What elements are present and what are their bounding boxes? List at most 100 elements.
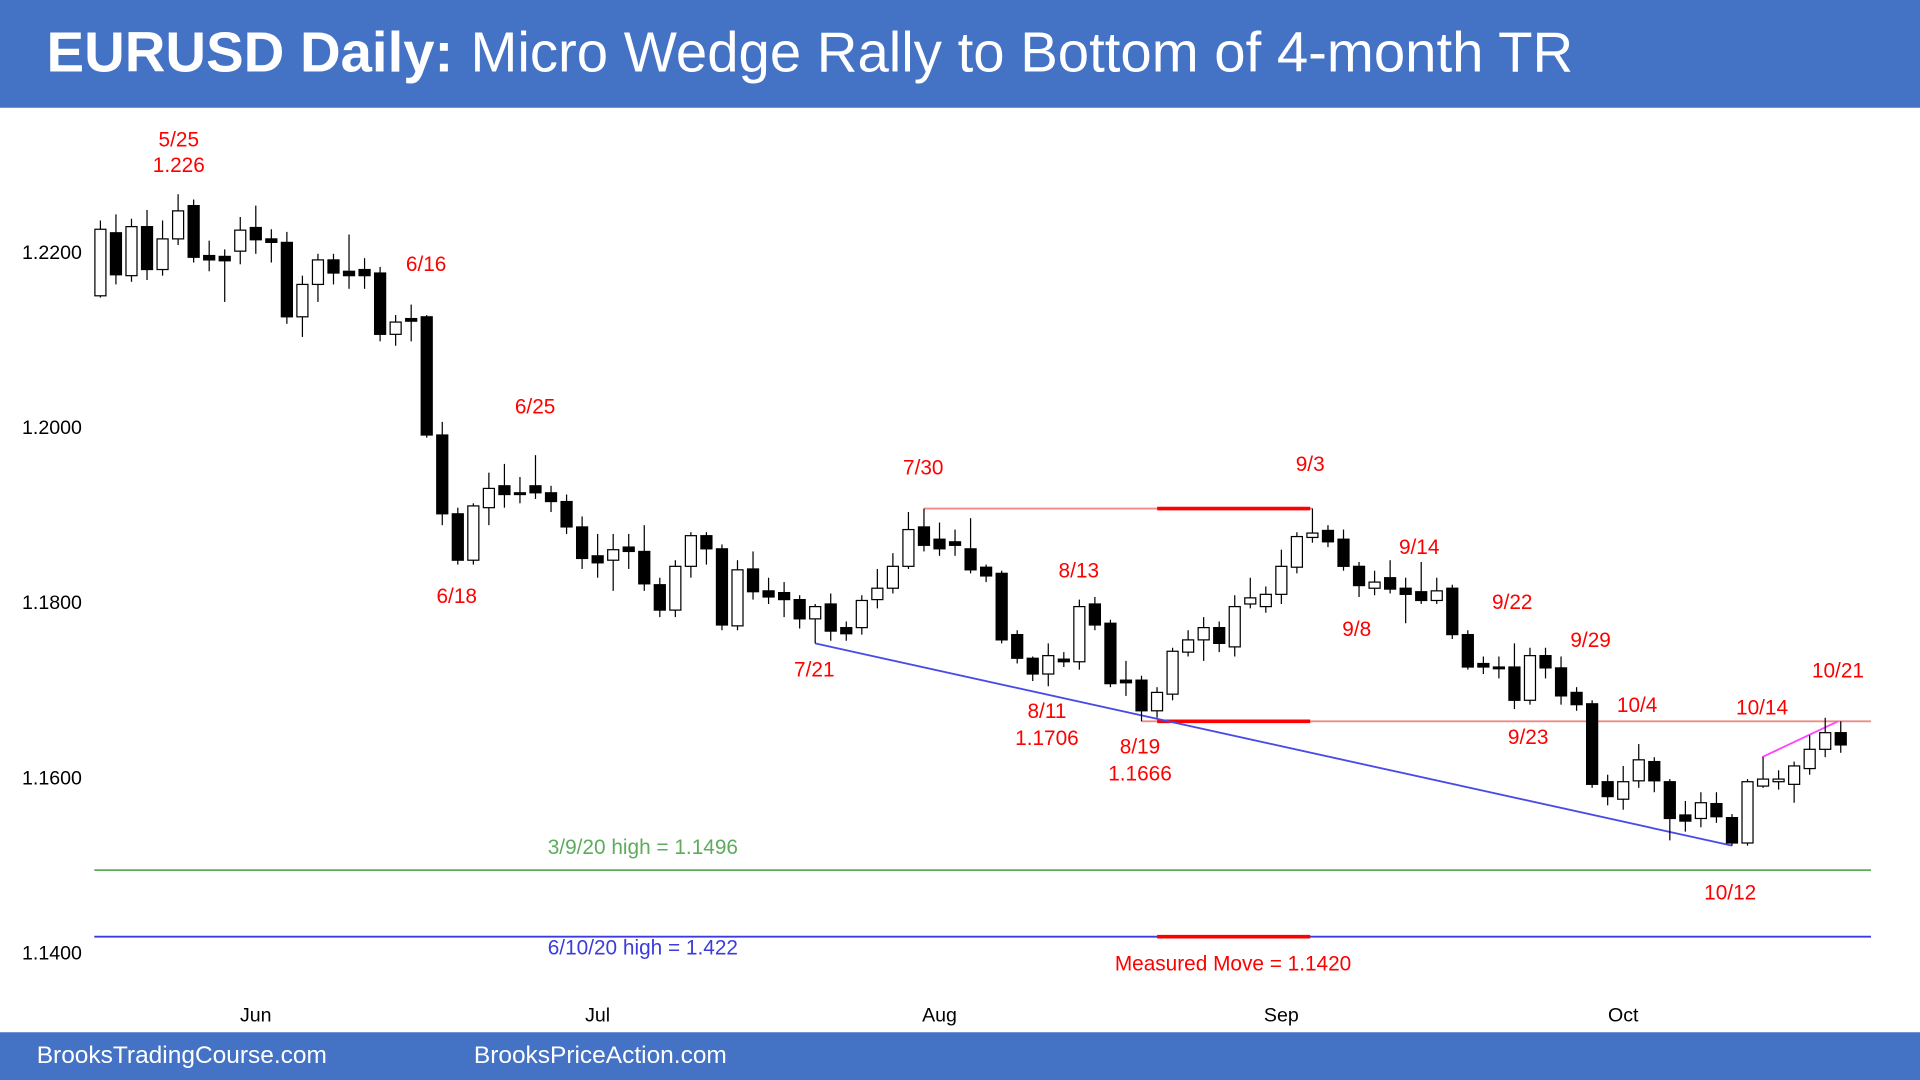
candle-body: [591, 555, 604, 564]
annotation: 1.1666: [1108, 763, 1172, 786]
candle-body: [948, 541, 962, 546]
candle-body: [1586, 703, 1599, 785]
candle-body: [607, 549, 620, 561]
header-band: [0, 0, 1920, 108]
candle-body: [373, 272, 387, 335]
candle-body: [482, 487, 495, 509]
candle-body: [1508, 666, 1521, 701]
reference-label: 3/9/20 high = 1.1496: [548, 836, 738, 859]
candle-body: [467, 505, 480, 561]
candle-body: [156, 238, 169, 271]
candle-body: [1461, 634, 1474, 668]
candle-body: [964, 548, 977, 571]
candle-body: [389, 321, 402, 335]
annotation: 8/13: [1059, 559, 1099, 582]
annotation: 1.1706: [1015, 727, 1079, 750]
title-text: Micro Wedge Rally to Bottom of 4-month T…: [470, 20, 1573, 83]
annotation: 9/14: [1399, 536, 1439, 559]
candle-body: [218, 255, 231, 262]
candle-body: [1026, 657, 1039, 675]
annotation: 9/8: [1342, 618, 1371, 641]
candle-body: [902, 528, 915, 567]
candle-body: [420, 316, 433, 436]
y-tick-label: 1.1400: [22, 942, 82, 964]
reference-label: 6/10/20 high = 1.422: [548, 936, 738, 959]
candle-body: [1803, 748, 1816, 770]
annotation: 1.226: [153, 154, 205, 177]
candle-body: [1648, 760, 1661, 782]
candle-body: [187, 205, 200, 258]
trendline: [814, 642, 1733, 847]
candle-body: [342, 270, 356, 277]
candle-body: [1088, 603, 1102, 626]
annotation: 10/14: [1736, 696, 1788, 719]
y-tick-label: 1.2200: [22, 242, 82, 264]
candle-body: [824, 603, 837, 632]
candle-body: [777, 591, 791, 601]
candle-body: [327, 259, 340, 274]
candle-body: [311, 259, 325, 286]
candle-body: [1570, 691, 1583, 706]
candle-body: [1756, 778, 1770, 787]
annotation: 7/30: [903, 456, 943, 479]
candle-body: [1617, 781, 1630, 800]
candle-body: [1492, 666, 1506, 670]
candle-body: [1725, 816, 1739, 844]
candle-body: [1166, 650, 1179, 695]
candle-body: [995, 572, 1008, 641]
candle-body: [793, 598, 806, 620]
candle-body: [1632, 759, 1645, 782]
x-tick-label: Sep: [1264, 1004, 1299, 1026]
annotation: 10/21: [1812, 660, 1864, 683]
annotation: 10/4: [1617, 694, 1657, 717]
annotation: 7/21: [794, 659, 834, 682]
candle-body: [669, 565, 682, 611]
candle-body: [1834, 732, 1847, 746]
candle-body: [871, 587, 884, 601]
candle-body: [1819, 732, 1832, 750]
candle-body: [405, 317, 418, 322]
footer-link: BrooksPriceAction.com: [474, 1042, 727, 1069]
candle-body: [296, 283, 309, 318]
candle-body: [1150, 691, 1164, 712]
candle-body: [1197, 627, 1210, 641]
candle-body: [1057, 658, 1070, 663]
candle-body: [622, 546, 635, 553]
candle-body: [1523, 655, 1537, 701]
candle-body: [265, 238, 278, 244]
candle-body: [1181, 639, 1195, 653]
candle-body: [886, 565, 900, 589]
candle-body: [1259, 593, 1272, 608]
candle-body: [544, 492, 558, 503]
candle-body: [1073, 605, 1086, 663]
candle-body: [809, 605, 822, 620]
candle-body: [840, 627, 853, 635]
y-tick-label: 1.1800: [22, 592, 82, 614]
candle-body: [1741, 781, 1754, 844]
annotation: 8/19: [1120, 736, 1160, 759]
candle-body: [203, 254, 216, 261]
candle-body: [979, 566, 993, 577]
candle-body: [1446, 587, 1459, 636]
candle-body: [358, 268, 371, 277]
annotation: 9/23: [1508, 726, 1548, 749]
candle-body: [125, 226, 138, 277]
candle-body: [1104, 622, 1117, 685]
chart-title: EURUSD Daily: Micro Wedge Rally to Bottom…: [47, 20, 1574, 83]
candle-body: [1290, 535, 1304, 568]
annotation: 10/12: [1704, 881, 1756, 904]
candle-body: [1228, 605, 1241, 648]
candle-body: [498, 485, 511, 496]
candle-body: [171, 210, 185, 240]
annotation: 8/11: [1027, 700, 1066, 723]
annotation: 9/22: [1492, 591, 1532, 614]
candle-body: [436, 434, 449, 515]
candle-body: [1477, 662, 1490, 668]
candle-body: [1213, 627, 1226, 644]
candle-body: [249, 226, 262, 241]
candle-body: [1679, 814, 1692, 822]
candle-body: [1119, 679, 1133, 684]
candle-body: [731, 569, 744, 627]
candle-body: [1384, 577, 1397, 590]
